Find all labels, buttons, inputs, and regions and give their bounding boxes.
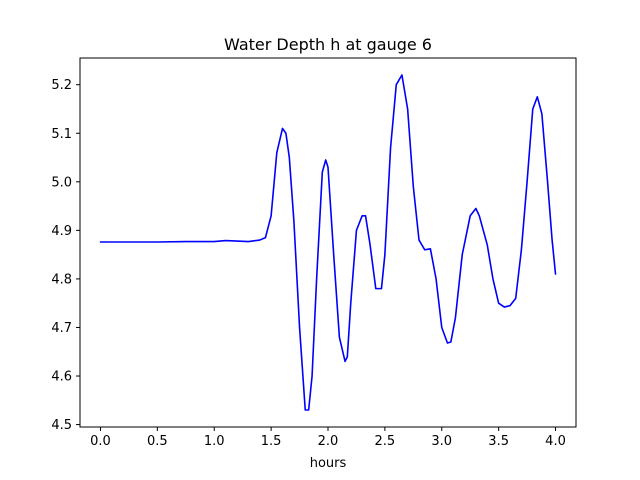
y-tick-label: 4.5 (51, 418, 72, 433)
chart-title: Water Depth h at gauge 6 (224, 35, 432, 54)
series-line (99, 74, 557, 411)
y-tick-label: 4.7 (51, 321, 72, 336)
x-tick-label: 1.5 (261, 434, 282, 449)
x-axis-label: hours (310, 456, 347, 471)
x-tick-label: 1.0 (204, 434, 225, 449)
x-tick-label: 3.0 (431, 434, 452, 449)
x-tick-label: 2.0 (318, 434, 339, 449)
x-tick-label: 0.0 (90, 434, 111, 449)
y-tick-label: 4.8 (51, 272, 72, 287)
y-tick-label: 5.1 (51, 127, 72, 142)
x-tick-label: 4.0 (545, 434, 566, 449)
y-tick-label: 4.9 (51, 224, 72, 239)
y-tick-label: 5.2 (51, 78, 72, 93)
y-tick-label: 5.0 (51, 175, 72, 190)
x-tick-label: 3.5 (488, 434, 509, 449)
x-tick-label: 0.5 (147, 434, 168, 449)
x-tick-label: 2.5 (375, 434, 396, 449)
plot-area: 0.0 0.5 1.0 1.5 2.0 2.5 3.0 3.5 4.0 4.5 4.6 4.7 4.8 4… (51, 57, 577, 449)
y-tick-label: 4.6 (51, 370, 72, 385)
